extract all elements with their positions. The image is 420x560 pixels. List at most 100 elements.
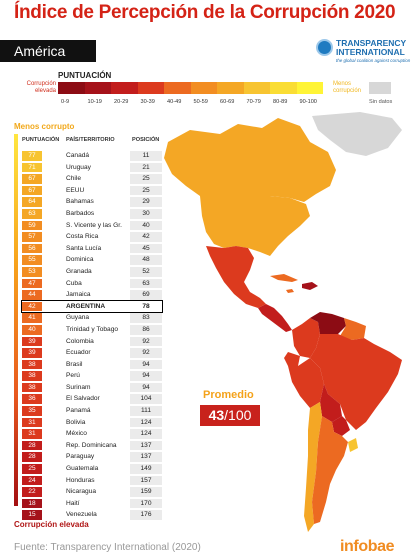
score-cell: 28 bbox=[22, 440, 42, 451]
column-header-score: PUNTUACIÓN bbox=[22, 137, 60, 143]
position-cell: 94 bbox=[130, 371, 162, 381]
table-row: 24 Honduras 157 bbox=[22, 475, 162, 487]
score-cell: 38 bbox=[22, 359, 42, 370]
table-row: 77 Canadá 11 bbox=[22, 150, 162, 162]
country-cell: Guatemala bbox=[66, 465, 99, 473]
position-cell: 21 bbox=[130, 162, 162, 173]
position-cell: 94 bbox=[130, 359, 162, 370]
table-row: 64 Bahamas 29 bbox=[22, 196, 162, 208]
country-cell: Panamá bbox=[66, 407, 91, 415]
legend-bucket-label: 0-9 bbox=[61, 99, 70, 105]
table-row: 41 Guyana 83 bbox=[22, 312, 162, 324]
legend-no-data-label: Sin datos bbox=[369, 99, 393, 105]
country-cell: Cuba bbox=[66, 279, 82, 287]
country-cell: Trinidad y Tobago bbox=[66, 325, 119, 333]
position-cell: 124 bbox=[130, 429, 162, 439]
average-value-box: 43/100 bbox=[200, 405, 260, 426]
map-ecuador bbox=[284, 352, 300, 366]
score-cell: 18 bbox=[22, 498, 42, 509]
table-row: 53 Granada 52 bbox=[22, 266, 162, 278]
table-row: 38 Brasil 94 bbox=[22, 359, 162, 371]
score-cell: 55 bbox=[22, 255, 42, 265]
position-cell: 78 bbox=[130, 301, 162, 312]
logo-tagline: the global coalition against corruption bbox=[336, 58, 411, 63]
map-argentina bbox=[312, 416, 348, 524]
position-cell: 92 bbox=[130, 348, 162, 358]
table-row: 18 Haití 170 bbox=[22, 498, 162, 510]
table-row: 56 Santa Lucía 45 bbox=[22, 243, 162, 255]
map-hispaniola bbox=[302, 282, 318, 290]
infobae-logo: infobae bbox=[340, 538, 395, 555]
table-row: 36 El Salvador 104 bbox=[22, 393, 162, 405]
top-note: Menos corrupto bbox=[14, 122, 75, 131]
country-cell: Granada bbox=[66, 267, 92, 275]
country-cell: Venezuela bbox=[66, 511, 97, 519]
country-cell: Surinam bbox=[66, 383, 91, 391]
source-footer: Fuente: Transparency International (2020… bbox=[14, 542, 201, 553]
legend-swatch bbox=[190, 82, 217, 94]
legend-bucket-label: 10-19 bbox=[87, 99, 102, 105]
country-cell: Paraguay bbox=[66, 453, 95, 461]
legend-swatch bbox=[164, 82, 191, 94]
table-row: 42 ARGENTINA 78 bbox=[21, 299, 163, 314]
country-cell: Chile bbox=[66, 175, 82, 183]
legend-swatch bbox=[111, 82, 138, 94]
legend-bucket-label: 40-49 bbox=[167, 99, 182, 105]
position-cell: 124 bbox=[130, 417, 162, 428]
table-row: 44 Jamaica 69 bbox=[22, 289, 162, 301]
table-row: 28 Rep. Dominicana 137 bbox=[22, 440, 162, 452]
country-cell: Brasil bbox=[66, 360, 83, 368]
legend-bucket-label: 80-89 bbox=[273, 99, 288, 105]
position-cell: 94 bbox=[130, 382, 162, 393]
country-cell: Costa Rica bbox=[66, 233, 99, 241]
position-cell: 86 bbox=[130, 324, 162, 335]
bottom-note: Corrupción elevada bbox=[14, 520, 89, 529]
table-row: 59 S. Vicente y las Gr. 40 bbox=[22, 220, 162, 232]
score-cell: 28 bbox=[22, 452, 42, 463]
legend-color-scale bbox=[58, 82, 323, 94]
country-cell: Santa Lucía bbox=[66, 244, 102, 252]
legend-swatch bbox=[243, 82, 270, 94]
score-cell: 41 bbox=[22, 313, 42, 323]
position-cell: 176 bbox=[130, 510, 162, 520]
country-cell: Dominica bbox=[66, 256, 94, 264]
legend-swatch bbox=[58, 82, 85, 94]
map-uruguay bbox=[348, 438, 358, 452]
score-cell: 22 bbox=[22, 487, 42, 497]
country-cell: Jamaica bbox=[66, 291, 91, 299]
table-row: 25 Guatemala 149 bbox=[22, 463, 162, 475]
country-cell: S. Vicente y las Gr. bbox=[66, 221, 122, 229]
country-cell: Honduras bbox=[66, 476, 95, 484]
country-cell: ARGENTINA bbox=[66, 302, 106, 310]
country-cell: Rep. Dominicana bbox=[66, 441, 117, 449]
score-cell: 25 bbox=[22, 464, 42, 474]
position-cell: 159 bbox=[130, 487, 162, 497]
legend-no-data-swatch bbox=[369, 82, 391, 94]
table-row: 22 Nicaragua 159 bbox=[22, 486, 162, 498]
map-greenland bbox=[312, 112, 402, 156]
score-cell: 59 bbox=[22, 220, 42, 231]
map-canada bbox=[164, 118, 336, 202]
map-guianas bbox=[340, 318, 366, 340]
score-cell: 31 bbox=[22, 417, 42, 428]
country-cell: Canadá bbox=[66, 152, 90, 159]
position-cell: 137 bbox=[130, 452, 162, 463]
map-brazil bbox=[310, 334, 402, 430]
position-cell: 83 bbox=[130, 313, 162, 323]
position-cell: 170 bbox=[130, 498, 162, 509]
legend-bucket-label: 90-100 bbox=[299, 99, 317, 105]
table-row: 40 Trinidad y Tobago 86 bbox=[22, 324, 162, 336]
country-cell: Barbados bbox=[66, 209, 95, 217]
map-venezuela bbox=[310, 312, 346, 334]
table-row: 63 Barbados 30 bbox=[22, 208, 162, 220]
position-cell: 29 bbox=[130, 197, 162, 207]
score-cell: 57 bbox=[22, 232, 42, 242]
table-row: 67 Chile 25 bbox=[22, 173, 162, 185]
position-cell: 137 bbox=[130, 440, 162, 451]
column-header-country: PAÍS/TERRITORIO bbox=[66, 137, 115, 143]
country-cell: Nicaragua bbox=[66, 488, 97, 496]
transparency-international-logo: TRANSPARENCY INTERNATIONAL the global co… bbox=[316, 38, 416, 66]
legend-bucket-label: 20-29 bbox=[114, 99, 129, 105]
country-cell: Ecuador bbox=[66, 349, 91, 357]
position-cell: 25 bbox=[130, 185, 162, 196]
